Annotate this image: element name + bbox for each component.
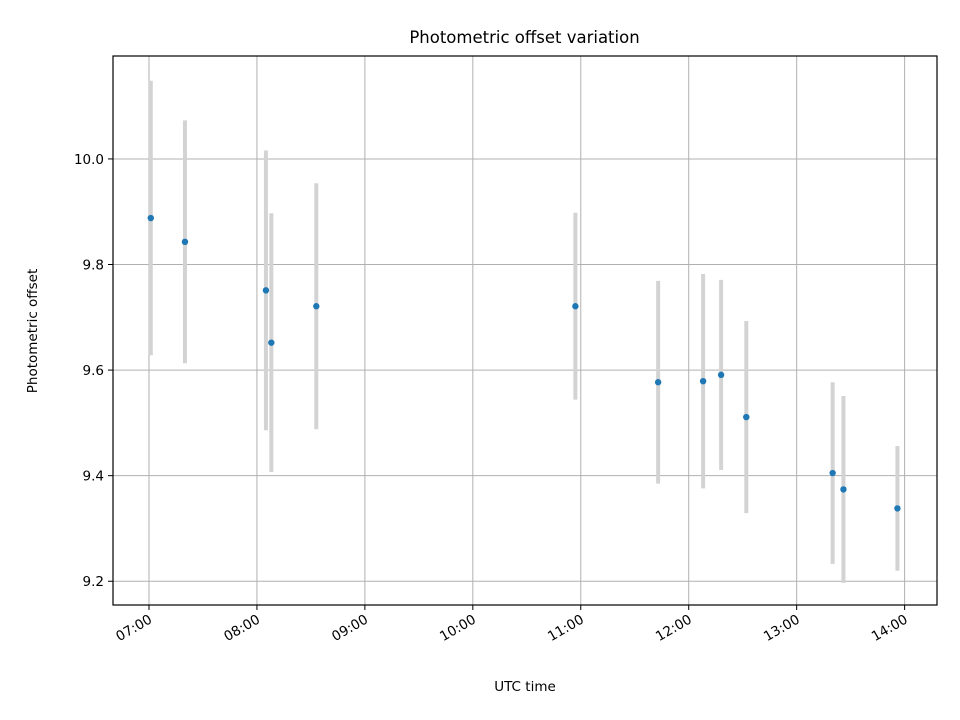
- y-axis-label: Photometric offset: [25, 269, 41, 393]
- data-point: [262, 287, 270, 294]
- data-point: [840, 486, 847, 493]
- data-point: [181, 238, 189, 246]
- x-tick-label: 08:00: [221, 612, 263, 645]
- plot-area-frame: [112, 55, 938, 606]
- data-point: [572, 303, 579, 310]
- data-point: [894, 505, 901, 512]
- data-point: [717, 371, 725, 379]
- y-tick-label: 9.4: [83, 469, 104, 485]
- y-tick-label: 9.6: [83, 363, 104, 379]
- data-point: [654, 379, 662, 386]
- error-bars: [148, 80, 900, 583]
- data-point: [699, 377, 707, 385]
- data-point: [268, 339, 275, 346]
- y-axis-ticks: 9.2 9.4 9.6 9.8 10.0: [74, 152, 113, 590]
- data-point: [313, 303, 320, 310]
- data-points: [147, 214, 901, 512]
- x-tick-label: 10:00: [437, 612, 479, 645]
- x-tick-label: 14:00: [869, 612, 911, 645]
- y-tick-label: 9.8: [83, 258, 104, 274]
- x-tick-label: 13:00: [761, 612, 803, 645]
- x-axis-label: UTC time: [494, 679, 556, 695]
- x-tick-label: 11:00: [545, 612, 587, 645]
- data-point: [743, 413, 750, 421]
- x-tick-label: 07:00: [113, 612, 155, 645]
- x-tick-label: 09:00: [329, 612, 371, 645]
- chart-title: Photometric offset variation: [409, 28, 639, 47]
- y-gridlines: [113, 158, 937, 582]
- x-tick-label: 12:00: [653, 612, 695, 645]
- data-point: [147, 214, 154, 222]
- x-axis-ticks: 07:00 08:00 09:00 10:00 11:00 12:00 13:00 14:00: [113, 605, 911, 645]
- y-tick-label: 9.2: [83, 574, 104, 590]
- data-point: [829, 469, 836, 477]
- x-gridlines: [148, 56, 906, 605]
- y-tick-label: 10.0: [74, 152, 104, 168]
